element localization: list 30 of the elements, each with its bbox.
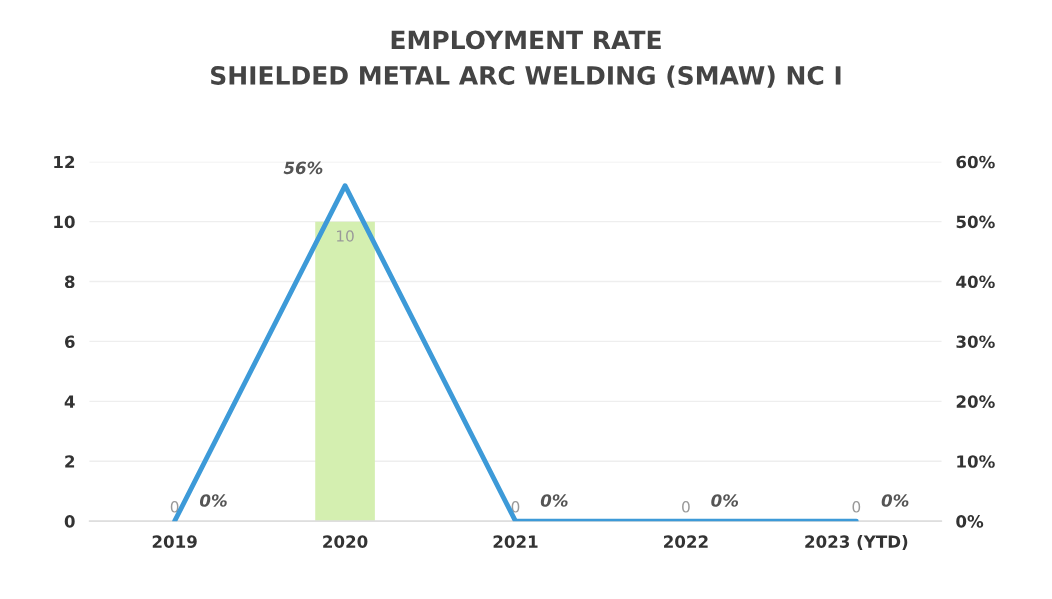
y2-tick-label: 40% [956,275,995,289]
x-tick-label: 2023 (YTD) [805,535,908,550]
data-label: 56% [283,161,323,175]
y2-tick-label: 60% [956,155,995,169]
x-tick-label: 2019 [152,535,197,548]
y2-tick-label: 30% [956,335,995,348]
x-tick-label: 2021 [493,535,538,548]
data-label: 0% [881,494,909,507]
data-label: 0% [540,494,568,507]
data-label: 0 [170,501,179,513]
y-tick-label: 12 [54,155,75,169]
data-label: 0 [511,501,520,513]
data-label: 0% [199,494,227,507]
data-label: 0 [682,501,690,513]
y-tick-label: 10 [54,215,75,229]
data-label: 0 [852,501,861,513]
x-tick-label: 2020 [323,535,368,548]
data-label: 0% [711,494,739,507]
y-tick-label: 6 [64,335,75,348]
y-tick-label: 8 [64,275,75,289]
chart-title: EMPLOYMENT RATE SHIELDED METAL ARC WELDING (SMAW) NC I [211,30,841,88]
y2-tick-label: 20% [956,395,995,408]
data-label: 10 [337,230,354,242]
y2-tick-label: 10% [957,455,995,468]
y2-tick-label: 0% [956,515,984,528]
y2-tick-label: 50% [956,215,995,229]
y-tick-label: 2 [65,455,75,468]
y-tick-label: 4 [64,395,75,408]
x-tick-label: 2022 [664,535,708,548]
y-tick-label: 0 [64,515,75,528]
